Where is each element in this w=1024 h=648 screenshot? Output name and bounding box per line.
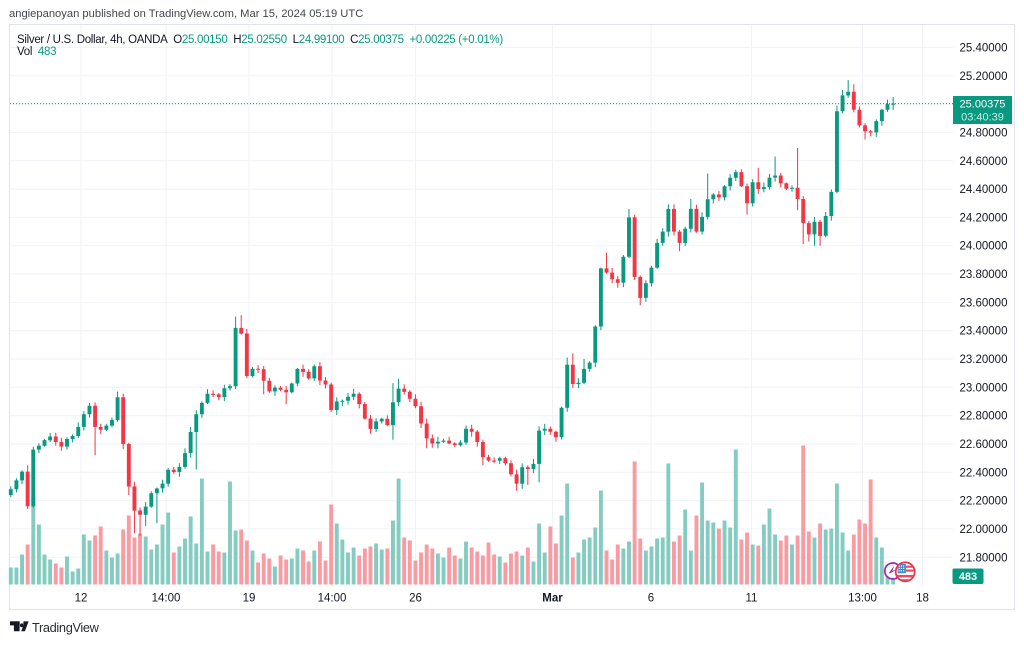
svg-text:25.00375: 25.00375 xyxy=(960,99,1006,111)
svg-text:14:00: 14:00 xyxy=(318,593,347,605)
svg-text:22.60000: 22.60000 xyxy=(960,439,1008,451)
svg-text:6: 6 xyxy=(648,593,654,605)
svg-text:24.00000: 24.00000 xyxy=(960,241,1008,253)
svg-text:24.60000: 24.60000 xyxy=(960,156,1008,168)
svg-text:483: 483 xyxy=(959,571,977,583)
svg-text:23.40000: 23.40000 xyxy=(960,326,1008,338)
svg-text:14:00: 14:00 xyxy=(152,593,181,605)
svg-text:24.20000: 24.20000 xyxy=(960,212,1008,224)
svg-text:25.20000: 25.20000 xyxy=(960,71,1008,83)
svg-text:Mar: Mar xyxy=(542,593,563,605)
svg-text:23.00000: 23.00000 xyxy=(960,382,1008,394)
svg-text:21.80000: 21.80000 xyxy=(960,552,1008,564)
svg-text:25.40000: 25.40000 xyxy=(960,43,1008,55)
svg-text:03:40:39: 03:40:39 xyxy=(961,112,1004,124)
svg-text:23.60000: 23.60000 xyxy=(960,297,1008,309)
svg-text:22.20000: 22.20000 xyxy=(960,496,1008,508)
svg-text:13:00: 13:00 xyxy=(848,593,877,605)
svg-text:12: 12 xyxy=(75,593,88,605)
svg-text:24.40000: 24.40000 xyxy=(960,184,1008,196)
svg-text:19: 19 xyxy=(243,593,256,605)
svg-text:22.00000: 22.00000 xyxy=(960,524,1008,536)
svg-text:24.80000: 24.80000 xyxy=(960,128,1008,140)
svg-text:11: 11 xyxy=(746,593,758,605)
svg-text:26: 26 xyxy=(409,593,422,605)
svg-text:22.80000: 22.80000 xyxy=(960,411,1008,423)
svg-text:18: 18 xyxy=(916,593,929,605)
svg-text:23.20000: 23.20000 xyxy=(960,354,1008,366)
svg-text:23.80000: 23.80000 xyxy=(960,269,1008,281)
svg-text:22.40000: 22.40000 xyxy=(960,467,1008,479)
